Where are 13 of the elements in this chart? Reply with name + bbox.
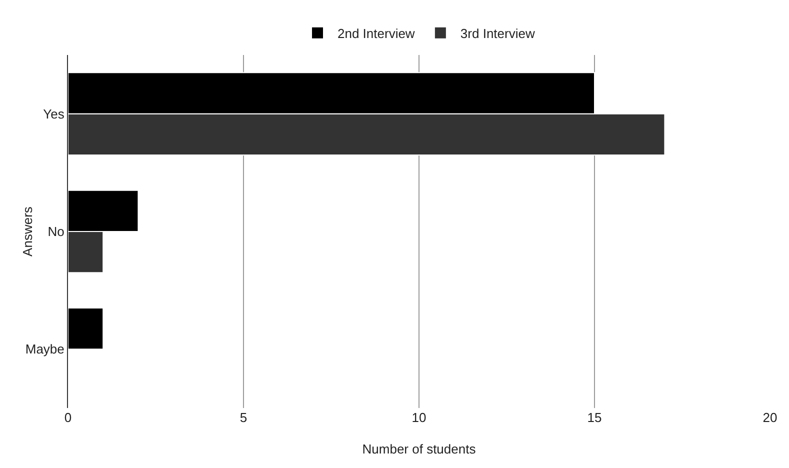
legend-label: 2nd Interview [338, 26, 416, 41]
x-tick-label: 10 [412, 410, 426, 425]
y-tick-label: No [48, 224, 64, 240]
legend-label: 3rd Interview [460, 26, 536, 41]
x-tick-label: 15 [587, 410, 602, 425]
x-tick-label: 5 [240, 410, 248, 425]
y-tick-label: Maybe [25, 342, 64, 357]
x-tick-label: 20 [762, 410, 778, 425]
bar [68, 307, 104, 350]
x-tick-label: 0 [64, 410, 72, 425]
x-axis-title: Number of students [362, 442, 476, 457]
y-axis-title: Answers [20, 206, 35, 256]
y-tick-label: Yes [43, 106, 65, 122]
